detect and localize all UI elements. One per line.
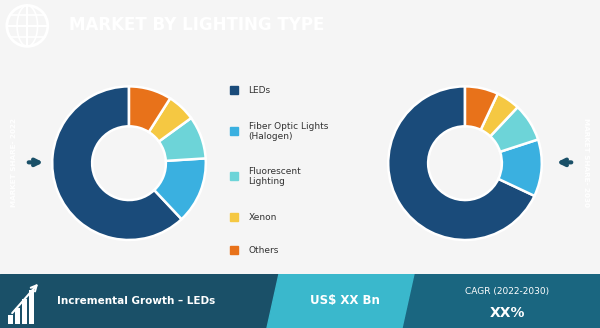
Wedge shape	[481, 94, 518, 136]
Bar	[8, 315, 13, 324]
Text: Xenon: Xenon	[248, 213, 277, 222]
Bar	[0, 274, 279, 328]
Wedge shape	[465, 86, 497, 130]
Text: LEDs: LEDs	[248, 86, 271, 95]
Text: CAGR (2022-2030): CAGR (2022-2030)	[465, 287, 549, 296]
Wedge shape	[154, 158, 206, 219]
Text: XX%: XX%	[489, 306, 525, 320]
Wedge shape	[490, 107, 538, 152]
Text: MARKET SHARE- 2022: MARKET SHARE- 2022	[11, 118, 17, 207]
Polygon shape	[402, 274, 600, 328]
Wedge shape	[149, 98, 191, 141]
Bar	[22, 299, 27, 324]
Wedge shape	[159, 118, 206, 161]
Wedge shape	[129, 86, 170, 132]
Text: MARKET SHARE- 2030: MARKET SHARE- 2030	[583, 118, 589, 207]
Text: Others: Others	[248, 246, 279, 255]
Text: Fluorescent
Lighting: Fluorescent Lighting	[248, 167, 301, 186]
Wedge shape	[499, 139, 542, 196]
Text: US$ XX Bn: US$ XX Bn	[310, 295, 380, 307]
Wedge shape	[388, 86, 535, 240]
Polygon shape	[267, 274, 414, 328]
Wedge shape	[52, 86, 182, 240]
Bar	[15, 308, 20, 324]
Text: MARKET BY LIGHTING TYPE: MARKET BY LIGHTING TYPE	[69, 16, 325, 34]
Text: Incremental Growth – LEDs: Incremental Growth – LEDs	[57, 296, 215, 306]
Text: Fiber Optic Lights
(Halogen): Fiber Optic Lights (Halogen)	[248, 121, 328, 141]
Bar	[29, 290, 34, 324]
